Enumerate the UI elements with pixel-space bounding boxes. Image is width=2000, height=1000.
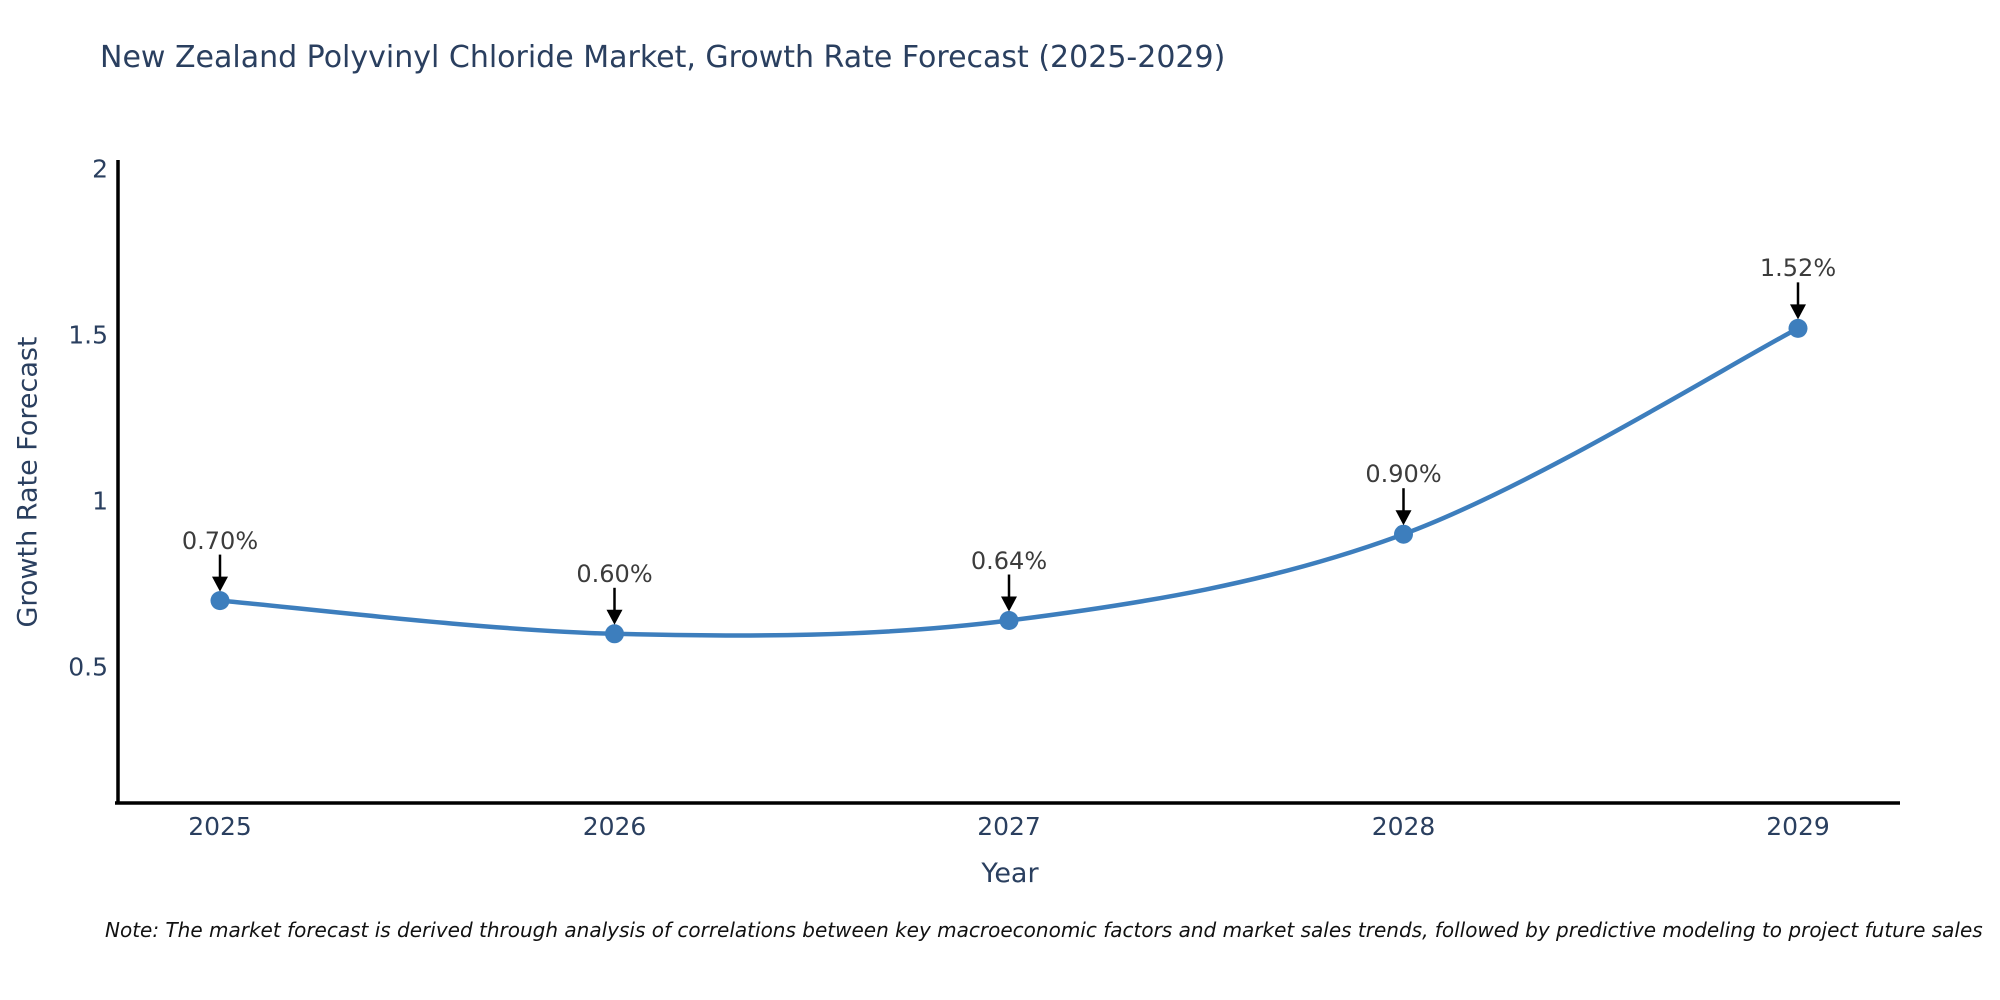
annotation-arrow-head (1001, 596, 1017, 612)
y-tick-label-1: 1 (92, 486, 108, 516)
point-annotation-2029: 1.52% (1759, 254, 1837, 283)
y-tick-label-1.5: 1.5 (68, 320, 108, 350)
x-tick-label-2027: 2027 (977, 812, 1041, 841)
data-point-2029 (1788, 318, 1808, 338)
annotation-arrow-head (1790, 304, 1806, 320)
point-annotation-2028: 0.90% (1365, 460, 1442, 489)
annotation-arrow-head (1395, 510, 1412, 526)
y-tick-label-0.5: 0.5 (68, 652, 108, 682)
x-tick-label-2026: 2026 (582, 812, 647, 841)
data-point-2026 (605, 624, 624, 644)
data-point-2028 (1394, 524, 1413, 544)
x-tick-label-2028: 2028 (1371, 812, 1436, 841)
x-tick-label-2029: 2029 (1766, 812, 1830, 841)
x-tick-label-2025: 2025 (188, 812, 252, 841)
y-tick-label-2: 2 (92, 154, 108, 184)
point-annotation-2026: 0.60% (576, 559, 653, 588)
point-annotation-2027: 0.64% (970, 546, 1048, 575)
point-annotation-2025: 0.70% (181, 526, 259, 555)
y-axis-title: Growth Rate Forecast (12, 336, 44, 628)
annotation-arrow-head (212, 576, 228, 592)
footnote: Note: The market forecast is derived thr… (105, 918, 1983, 942)
data-point-2025 (210, 591, 230, 611)
annotation-arrow-head (606, 609, 623, 625)
data-point-2027 (999, 611, 1019, 631)
x-axis-title: Year (981, 858, 1039, 889)
series-line (217, 326, 1801, 638)
chart-title: New Zealand Polyvinyl Chloride Market, G… (100, 40, 1226, 75)
